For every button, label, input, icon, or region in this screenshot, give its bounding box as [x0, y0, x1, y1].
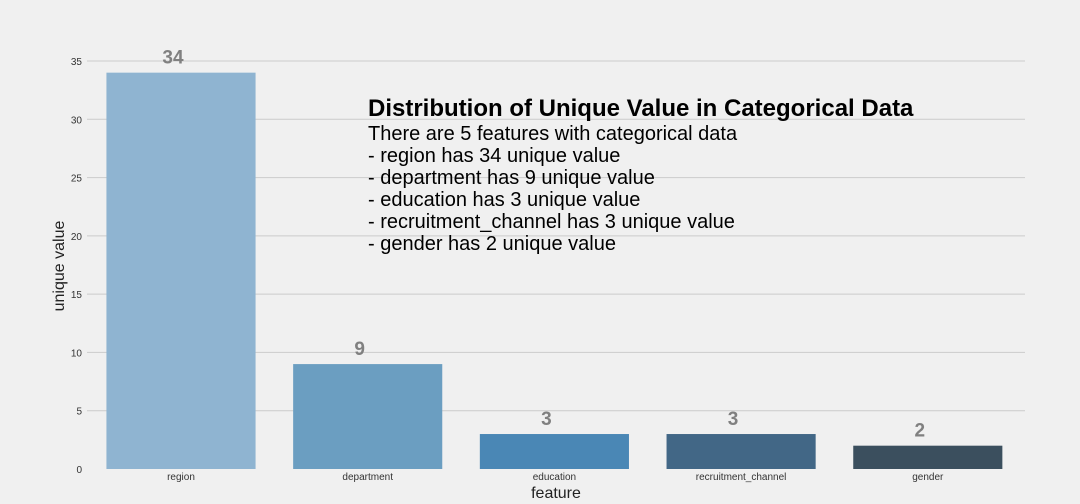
- bar-region: [106, 72, 256, 470]
- x-tick-labels: region department education recruitment_cha…: [167, 472, 944, 483]
- y-tick-label: 15: [71, 290, 83, 301]
- bar-value-label: 34: [162, 48, 184, 69]
- x-axis-title: feature: [531, 485, 581, 502]
- annotation-line: - recruitment_channel has 3 unique value: [368, 211, 735, 233]
- y-tick-label: 35: [71, 57, 83, 68]
- bar-value-label: 2: [915, 421, 926, 442]
- bars: [106, 72, 1003, 470]
- x-tick-label: region: [167, 472, 195, 483]
- y-tick-label: 5: [76, 407, 82, 418]
- bar-education: [479, 434, 629, 469]
- annotation-line: - gender has 2 unique value: [368, 233, 616, 255]
- x-tick-label: department: [342, 472, 393, 483]
- y-tick-label: 30: [71, 115, 83, 126]
- annotation-line: - region has 34 unique value: [368, 145, 620, 167]
- bar-value-label: 3: [728, 409, 739, 430]
- bar-value-labels: 34 9 3 3 2: [162, 48, 925, 442]
- annotation-box: Distribution of Unique Value in Categori…: [368, 95, 914, 255]
- bar-value-label: 3: [541, 409, 552, 430]
- y-tick-label: 0: [76, 465, 82, 476]
- annotation-line: - department has 9 unique value: [368, 167, 655, 189]
- bar-value-label: 9: [354, 339, 365, 360]
- y-tick-label: 20: [71, 232, 83, 243]
- y-tick-labels: 0 5 10 15 20 25 30 35: [71, 57, 83, 476]
- y-axis-title: unique value: [51, 221, 68, 312]
- annotation-line: - education has 3 unique value: [368, 189, 640, 211]
- x-tick-label: education: [533, 472, 576, 483]
- bar-recruitment_channel: [666, 434, 816, 469]
- bar-gender: [853, 445, 1003, 469]
- bar-department: [293, 364, 443, 469]
- y-tick-label: 25: [71, 174, 83, 185]
- annotation-title: Distribution of Unique Value in Categori…: [368, 95, 914, 122]
- y-tick-label: 10: [71, 348, 83, 359]
- x-tick-label: recruitment_channel: [696, 472, 787, 483]
- annotation-line: There are 5 features with categorical da…: [368, 123, 738, 145]
- x-tick-label: gender: [912, 472, 944, 483]
